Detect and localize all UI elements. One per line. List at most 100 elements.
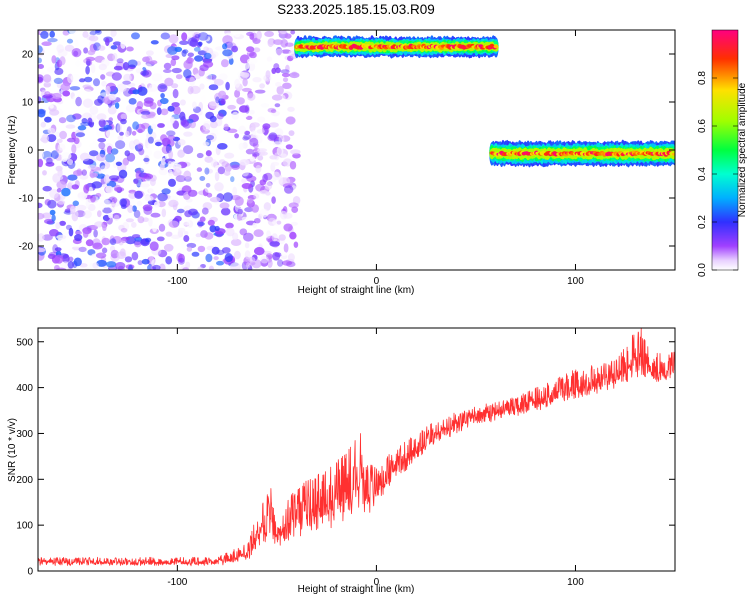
noise-blob (287, 253, 295, 262)
noise-blob (66, 137, 76, 143)
snr-ytick-label: 300 (16, 429, 33, 440)
noise-blob (82, 98, 94, 108)
noise-blob (260, 103, 270, 108)
noise-blob (143, 147, 153, 157)
noise-blob (120, 118, 127, 125)
noise-blob (109, 238, 117, 246)
noise-blob (151, 73, 163, 82)
noise-blob (274, 252, 282, 257)
noise-blob (249, 51, 257, 59)
snr-line-area (38, 328, 675, 567)
noise-blob (119, 198, 127, 207)
noise-blob (206, 192, 213, 198)
snr-panel: -100 0 100 0 100 200 300 400 500 Height of strai… (7, 327, 676, 595)
noise-blob (38, 247, 46, 253)
noise-blob (140, 166, 146, 171)
noise-blob (272, 219, 282, 226)
noise-blob (91, 181, 103, 189)
noise-blob (108, 93, 117, 101)
noise-blob (83, 47, 88, 54)
noise-blob (95, 30, 102, 35)
noise-blob (171, 83, 179, 89)
noise-blob (204, 73, 213, 82)
noise-blob (66, 114, 76, 123)
noise-blob (272, 171, 281, 181)
noise-blob (181, 218, 191, 226)
noise-blob (168, 178, 176, 187)
noise-blob (68, 227, 74, 237)
snr-ytick-label: 400 (16, 383, 33, 394)
noise-blob (92, 262, 99, 269)
noise-blob (119, 131, 124, 136)
noise-blob (89, 141, 100, 151)
noise-blob (219, 202, 230, 209)
noise-blob (90, 194, 96, 203)
noise-blob (208, 100, 220, 109)
colorbar-tick-label: 0.0 (697, 263, 708, 277)
noise-blob (223, 123, 229, 131)
noise-blob (137, 260, 143, 266)
noise-blob (183, 170, 192, 180)
noise-blob (132, 89, 140, 95)
noise-blob (76, 168, 82, 176)
noise-blob (93, 78, 100, 87)
noise-blob (195, 233, 202, 238)
noise-blob (156, 236, 165, 242)
noise-blob (283, 223, 293, 232)
noise-blob (209, 225, 217, 233)
noise-blob (68, 181, 74, 186)
noise-blob (57, 143, 66, 151)
noise-blob (293, 241, 299, 248)
noise-blob (224, 163, 232, 173)
noise-blob (72, 200, 80, 207)
noise-blob (157, 123, 165, 128)
noise-blob (79, 263, 88, 268)
noise-blob (170, 58, 177, 67)
noise-blob (224, 152, 235, 159)
noise-blob (217, 143, 228, 150)
noise-blob (51, 92, 62, 99)
noise-blob (56, 234, 67, 240)
noise-blob (275, 67, 281, 74)
noise-blob (158, 168, 168, 176)
noise-blob (62, 254, 70, 264)
noise-blob (47, 199, 57, 209)
noise-blob (269, 241, 281, 247)
noise-blob (64, 44, 75, 52)
noise-blob (133, 139, 140, 146)
noise-blob (175, 74, 183, 80)
noise-blob (117, 135, 124, 141)
noise-blob (191, 251, 200, 257)
noise-blob (205, 183, 211, 188)
noise-blob (260, 255, 269, 264)
noise-blob (180, 119, 190, 127)
noise-blob (143, 195, 154, 202)
noise-blob (82, 84, 92, 89)
noise-blob (57, 48, 68, 58)
noise-blob (224, 170, 231, 176)
noise-blob (171, 55, 180, 61)
noise-blob (112, 212, 122, 220)
noise-blob (281, 153, 287, 158)
noise-blob (89, 172, 99, 178)
noise-blob (259, 190, 268, 195)
noise-blob (85, 239, 94, 247)
noise-blob (241, 87, 252, 92)
noise-blob (265, 70, 271, 79)
noise-blob (78, 246, 87, 253)
noise-blob (44, 116, 52, 123)
noise-blob (102, 207, 113, 214)
noise-blob (172, 120, 179, 129)
noise-blob (136, 101, 144, 110)
noise-blob (214, 182, 224, 192)
noise-blob (167, 105, 175, 112)
colorbar-ticks: 0.0 0.2 0.4 0.6 0.8 (697, 71, 738, 277)
noise-blob (182, 267, 190, 270)
noise-blob (204, 232, 214, 240)
noise-blob (228, 57, 234, 65)
noise-blob (80, 121, 91, 127)
noise-blob (175, 163, 182, 173)
noise-blob (183, 235, 190, 242)
